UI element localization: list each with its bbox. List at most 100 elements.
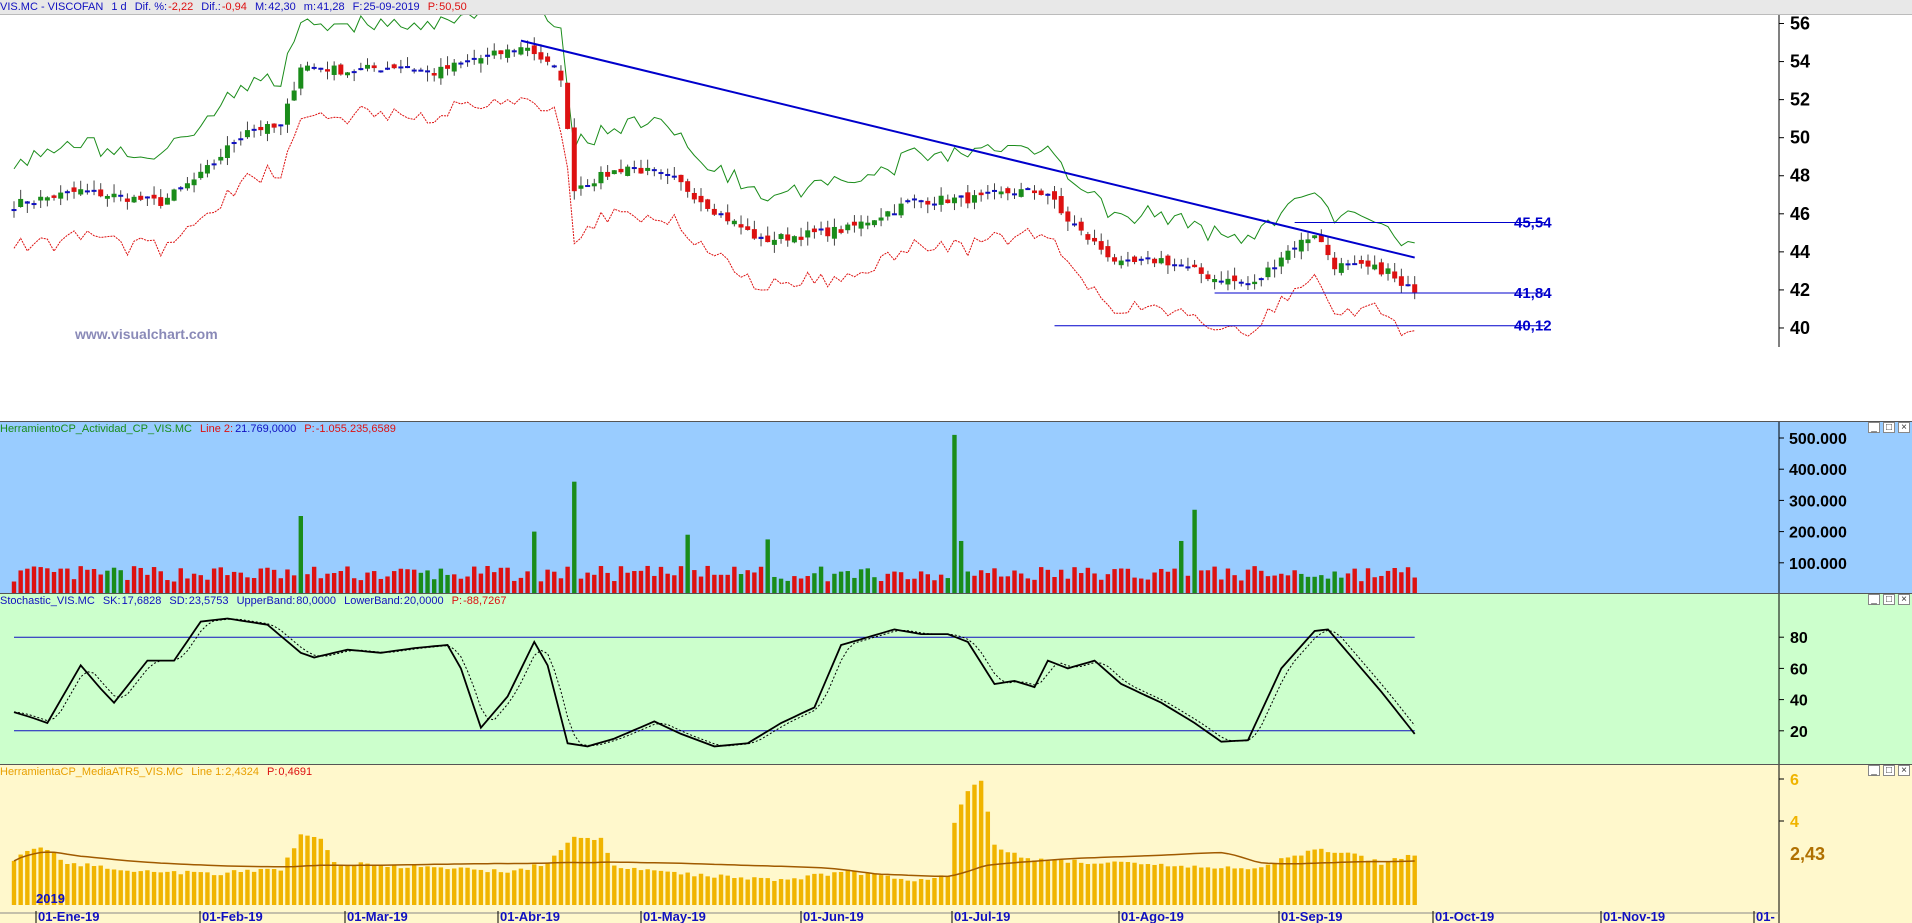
- maximize-icon[interactable]: □: [1883, 422, 1895, 433]
- atr-bar: [638, 870, 644, 905]
- candle-body: [1325, 244, 1331, 256]
- atr-bar: [158, 872, 163, 905]
- atr-bar: [118, 870, 123, 905]
- volume-bar: [1005, 576, 1011, 594]
- volume-bar: [78, 566, 83, 594]
- x-axis-label: 01-: [1756, 909, 1775, 923]
- volume-bar: [1345, 573, 1351, 594]
- volume-panel: HerramientoCP_Actividad_CP_VIS.MC Line 2…: [0, 421, 1912, 594]
- volume-bar: [1299, 573, 1304, 594]
- volume-p-caption: P:: [304, 423, 315, 435]
- price-panel-header: VIS.MC - VISCOFAN 1 d Dif. %:-2,22 Dif.:…: [0, 0, 1912, 15]
- maximize-icon[interactable]: □: [1883, 594, 1895, 605]
- candle-body: [925, 200, 931, 205]
- volume-bar: [998, 576, 1004, 594]
- atr-bar: [665, 871, 670, 905]
- atr-bar: [965, 791, 971, 905]
- atr-bar: [618, 868, 624, 905]
- candle-body: [331, 65, 337, 75]
- candle-body: [171, 189, 177, 201]
- volume-bar: [271, 569, 277, 594]
- atr-bar: [652, 870, 657, 905]
- volume-name: HerramientoCP_Actividad_CP_VIS.MC: [0, 423, 192, 435]
- volume-bar: [311, 566, 317, 594]
- candle-body: [51, 195, 57, 198]
- volume-bar: [31, 566, 37, 594]
- atr-bar: [558, 850, 564, 905]
- atr-bar: [1072, 859, 1077, 905]
- atr-bar: [1205, 867, 1211, 905]
- atr-bar: [1119, 861, 1124, 905]
- volume-bar: [385, 576, 390, 594]
- atr-bar: [1272, 863, 1277, 905]
- volume-bar: [1092, 573, 1097, 594]
- atr-bar: [552, 855, 557, 905]
- atr-bar: [905, 880, 910, 905]
- atr-bar: [78, 866, 83, 905]
- atr-bar: [852, 871, 857, 905]
- atr-bar: [105, 868, 110, 905]
- atr-bar: [912, 881, 917, 905]
- atr-bar: [918, 878, 924, 905]
- volume-axis-label: 300.000: [1789, 493, 1847, 510]
- volume-bar: [1018, 573, 1024, 594]
- atr-bar: [1172, 866, 1177, 905]
- volume-bar: [1132, 577, 1137, 594]
- atr-bar: [898, 878, 904, 905]
- candle-body: [511, 50, 517, 53]
- date-value: 25-09-2019: [363, 1, 420, 13]
- volume-bar: [1072, 567, 1077, 594]
- atr-bar: [251, 871, 257, 905]
- volume-bar: [972, 575, 977, 594]
- volume-bar: [598, 566, 604, 594]
- close-icon[interactable]: ×: [1898, 422, 1910, 433]
- candle-body: [938, 195, 944, 205]
- candle-body: [124, 198, 130, 202]
- candle-body: [1138, 258, 1144, 261]
- stoch-ub-value: 80,0000: [296, 595, 337, 607]
- price-axis-label: 56: [1790, 14, 1810, 34]
- atr-bar: [705, 876, 710, 905]
- atr-bar: [1005, 852, 1011, 905]
- maximize-icon[interactable]: □: [1883, 765, 1895, 776]
- atr-bar: [385, 866, 390, 905]
- volume-bar: [758, 566, 764, 594]
- volume-bar: [738, 574, 744, 594]
- close-icon[interactable]: ×: [1898, 765, 1910, 776]
- candle-body: [1105, 246, 1111, 258]
- atr-bar: [198, 872, 203, 905]
- atr-bar: [465, 867, 470, 905]
- volume-bar: [445, 574, 450, 594]
- close-icon[interactable]: ×: [1898, 594, 1910, 605]
- volume-bar: [858, 569, 864, 594]
- candle-body: [1198, 267, 1204, 274]
- volume-bar: [1212, 566, 1217, 594]
- atr-last-value: 2,43: [1790, 844, 1825, 864]
- candle-body: [358, 68, 364, 71]
- candle-body: [845, 224, 851, 231]
- volume-bar: [218, 567, 223, 594]
- minimize-icon[interactable]: _: [1868, 594, 1880, 605]
- minimize-icon[interactable]: _: [1868, 422, 1880, 433]
- atr-bar: [371, 864, 377, 905]
- atr-bar: [1139, 864, 1144, 905]
- atr-window-controls: _ □ ×: [1865, 765, 1910, 776]
- stoch-p-value: -88,7267: [463, 595, 507, 607]
- atr-bar: [485, 872, 490, 905]
- atr-bar: [225, 872, 230, 905]
- volume-bar: [678, 566, 684, 594]
- candle-body: [785, 234, 791, 241]
- candle-body: [184, 183, 190, 189]
- atr-bar: [1165, 866, 1171, 905]
- candle-body: [131, 196, 137, 203]
- candle-body: [1312, 235, 1318, 239]
- atr-bar: [1212, 868, 1217, 905]
- candle-body: [1125, 259, 1131, 262]
- atr-bar: [418, 867, 424, 905]
- atr-bar: [972, 784, 977, 905]
- candle-body: [665, 173, 671, 176]
- volume-bar: [638, 570, 644, 594]
- minimize-icon[interactable]: _: [1868, 765, 1880, 776]
- candle-body: [278, 124, 284, 127]
- volume-bar: [818, 566, 824, 594]
